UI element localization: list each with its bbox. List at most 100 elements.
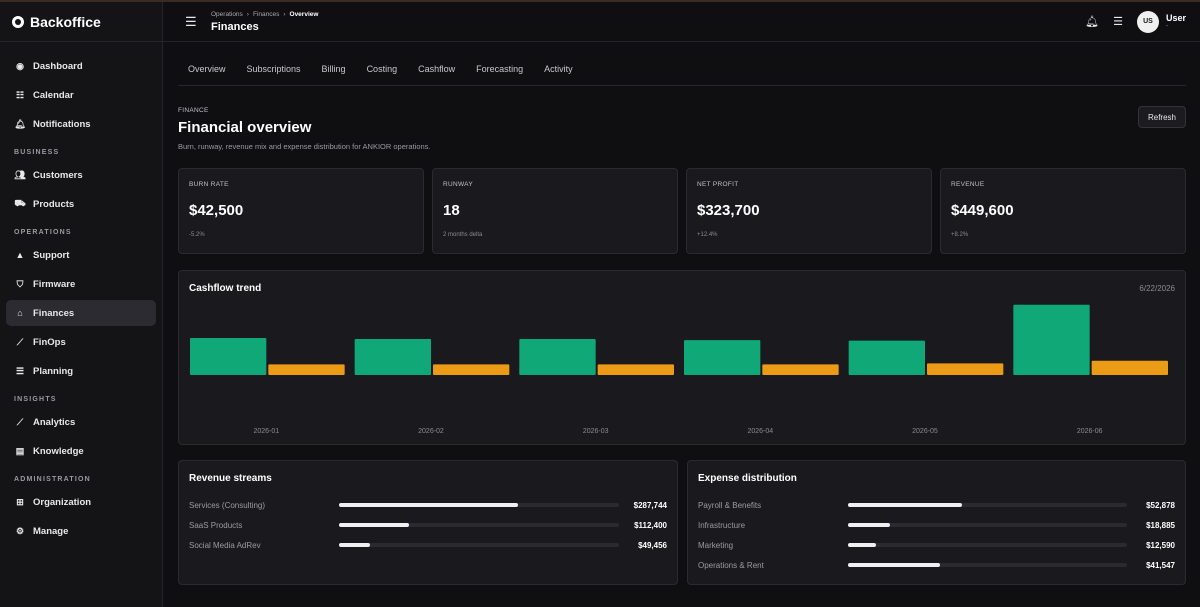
progress-fill [848,523,890,527]
progress-row: Payroll & Benefits $52,878 [698,499,1175,511]
breadcrumb-item[interactable]: Finances [252,10,280,18]
sidebar-item-customers[interactable]: 👥︎ Customers [6,162,156,188]
expense-distribution-card: Expense distribution Payroll & Benefits $… [687,460,1186,585]
row-label: Marketing [698,540,734,550]
progress-track [339,523,619,527]
user-info: User - [1166,13,1186,31]
breadcrumb: Operations › Finances › Overview [211,11,318,18]
revenue-streams-card: Revenue streams Services (Consulting) $28… [178,460,678,585]
topbar-heading: Operations › Finances › Overview Finance… [211,11,318,33]
cashflow-chart: 2026-01 2026-02 2026-03 2026-04 2026-05 2026-… [190,304,1168,435]
sidebar-item-label: Firmware [33,278,76,290]
sidebar-item-finops[interactable]: ⟋ FinOps [6,329,156,355]
org-icon: ⊞ [16,496,24,507]
chart-bar [190,338,267,375]
sidebar-item-label: Knowledge [33,445,84,457]
x-tick-label: 2026-04 [747,428,773,435]
kpi-label: NET PROFIT [697,181,739,188]
chevron-right-icon: › [283,10,286,18]
sidebar-item-planning[interactable]: ☰ Planning [6,358,156,384]
chevron-right-icon: › [246,10,249,18]
checklist-icon[interactable]: ☰ [1113,16,1123,28]
chart-date: 6/22/2026 [1139,284,1175,293]
page-header: FINANCE Financial overview Burn, runway,… [178,107,431,151]
row-label: Operations & Rent [698,560,764,570]
tab-activity[interactable]: Activity [544,64,573,74]
page-eyebrow: FINANCE [178,107,209,114]
row-value: $18,885 [1146,520,1175,530]
progress-row: Services (Consulting) $287,744 [189,499,667,511]
menu-icon[interactable]: ☰ [185,13,197,29]
chart-bar [433,364,510,375]
brand-name: Backoffice [30,13,101,30]
sidebar-item-products[interactable]: ⛟ Products [6,191,156,217]
progress-row: Infrastructure $18,885 [698,519,1175,531]
row-label: Services (Consulting) [189,500,266,510]
page-subtitle: Burn, runway, revenue mix and expense di… [178,142,431,151]
bell-icon: 🔔︎ [14,118,26,129]
truck-icon: ⛟ [14,198,26,208]
x-tick-label: 2026-05 [912,428,938,435]
progress-fill [339,503,519,507]
progress-row: SaaS Products $112,400 [189,519,667,531]
nav-section-business: BUSINESS [14,149,60,156]
refresh-button[interactable]: Refresh [1138,106,1186,128]
x-tick-label: 2026-06 [1077,428,1103,435]
kpi-value: $449,600 [951,202,1014,219]
sidebar-item-label: Analytics [33,416,76,428]
sidebar-item-notifications[interactable]: 🔔︎ Notifications [6,111,156,137]
main-content: ☰ Operations › Finances › Overview Finan… [163,2,1200,607]
sidebar-item-organization[interactable]: ⊞ Organization [6,489,156,515]
chart-bar [354,339,431,375]
sidebar-item-support[interactable]: ▲ Support [6,242,156,268]
brand[interactable]: Backoffice [0,2,162,42]
x-tick-label: 2026-03 [583,428,609,435]
breadcrumb-item[interactable]: Operations [211,10,243,18]
chart-bar [519,339,596,375]
sidebar-item-label: Products [33,198,75,210]
row-label: Social Media AdRev [189,540,261,550]
shield-icon: ⛉ [16,278,24,289]
page-title: Financial overview [178,119,312,136]
sidebar-item-label: Manage [33,525,69,537]
sidebar-item-knowledge[interactable]: ▤ Knowledge [6,438,156,464]
progress-track [848,523,1127,527]
row-value: $112,400 [634,520,667,530]
tab-cashflow[interactable]: Cashflow [418,64,456,74]
sidebar-item-label: FinOps [33,336,66,348]
tab-subscriptions[interactable]: Subscriptions [246,64,301,74]
row-value: $287,744 [633,500,667,510]
progress-fill [339,543,370,547]
bell-icon[interactable]: 🔔︎ [1085,16,1100,28]
tab-forecasting[interactable]: Forecasting [476,64,524,74]
sidebar-item-calendar[interactable]: ☷ Calendar [6,82,156,108]
kpi-value: 18 [443,202,460,219]
sidebar-item-firmware[interactable]: ⛉ Firmware [6,271,156,297]
chart-bar [268,364,345,375]
sidebar-item-finances[interactable]: ⌂ Finances [6,300,156,326]
progress-row: Marketing $12,590 [698,539,1175,551]
user-menu[interactable]: US User - [1136,10,1186,33]
sidebar-nav: ◉ Dashboard ☷ Calendar 🔔︎ Notifications BUS… [0,42,162,555]
sidebar-item-analytics[interactable]: ⟋ Analytics [6,409,156,435]
user-gear-icon: ⚙ [15,525,25,536]
nav-section-insights: INSIGHTS [14,396,57,403]
tab-costing[interactable]: Costing [366,64,398,74]
chart-bar [684,340,761,375]
tab-billing[interactable]: Billing [321,64,346,74]
progress-fill [339,523,409,527]
sidebar-item-dashboard[interactable]: ◉ Dashboard [6,53,156,79]
card-title: Revenue streams [189,473,272,484]
chart-bar [848,340,925,375]
chart-bar [1013,304,1090,375]
chart-bar [927,363,1004,375]
topbar: ☰ Operations › Finances › Overview Finan… [163,2,1200,42]
row-label: Payroll & Benefits [698,500,762,510]
progress-track [339,543,619,547]
chart-bar [597,364,674,375]
breadcrumb-current: Overview [289,10,319,18]
progress-track [848,543,1127,547]
sidebar-item-manage[interactable]: ⚙ Manage [6,518,156,544]
sidebar: Backoffice ◉ Dashboard ☷ Calendar 🔔︎ Notifi… [0,2,163,607]
tab-overview[interactable]: Overview [188,64,226,74]
